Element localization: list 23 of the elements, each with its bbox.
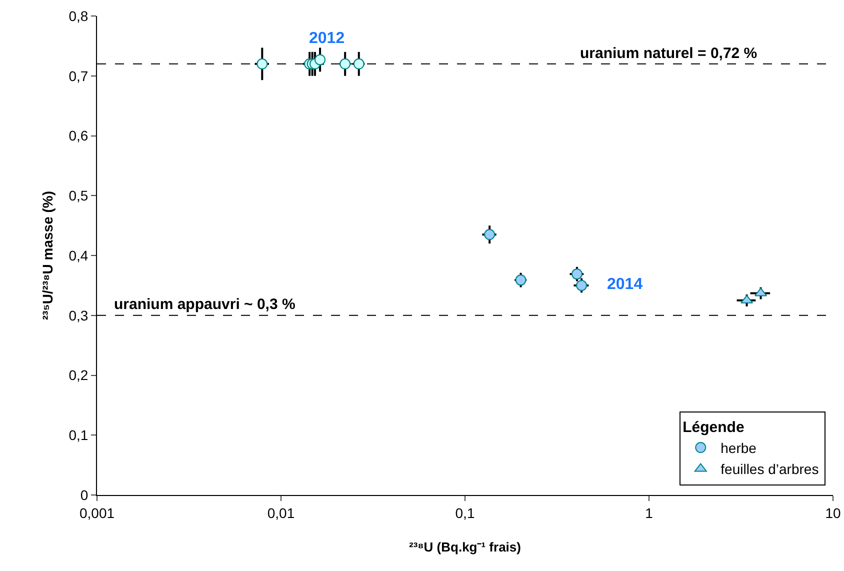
y-tick-label: 0,5 (68, 188, 88, 204)
legend-label: feuilles d’arbres (720, 461, 819, 478)
annotation: 2014 (607, 276, 643, 293)
y-tick-label: 0 (80, 486, 88, 503)
y-tick-label: 0,2 (68, 367, 88, 384)
y-axis-title: ²³⁵U/²³⁸U masse (%) (39, 190, 56, 320)
ref-line-label: uranium appauvri ~ 0,3 % (114, 296, 296, 313)
annotation: 2012 (309, 30, 345, 47)
y-tick-label: 0,8 (68, 8, 88, 24)
y-tick-label: 0,3 (68, 307, 88, 324)
ref-line-label: uranium naturel = 0,72 % (580, 45, 758, 62)
x-tick-label: 1 (645, 504, 654, 521)
legend-title: Légende (682, 418, 744, 436)
legend-label: herbe (720, 440, 757, 456)
x-tick-label: 10 (825, 504, 841, 521)
y-tick-label: 0,7 (68, 68, 88, 84)
x-tick-label: 0,001 (79, 504, 115, 521)
y-tick-label: 0,6 (68, 128, 88, 144)
x-tick-label: 0,1 (455, 504, 475, 521)
y-tick-label: 0,1 (68, 427, 88, 444)
y-tick-label: 0,4 (68, 247, 88, 264)
x-tick-label: 0,01 (267, 504, 295, 521)
x-axis-title: ²³⁸U (Bq.kg⁻¹ frais) (409, 539, 521, 554)
